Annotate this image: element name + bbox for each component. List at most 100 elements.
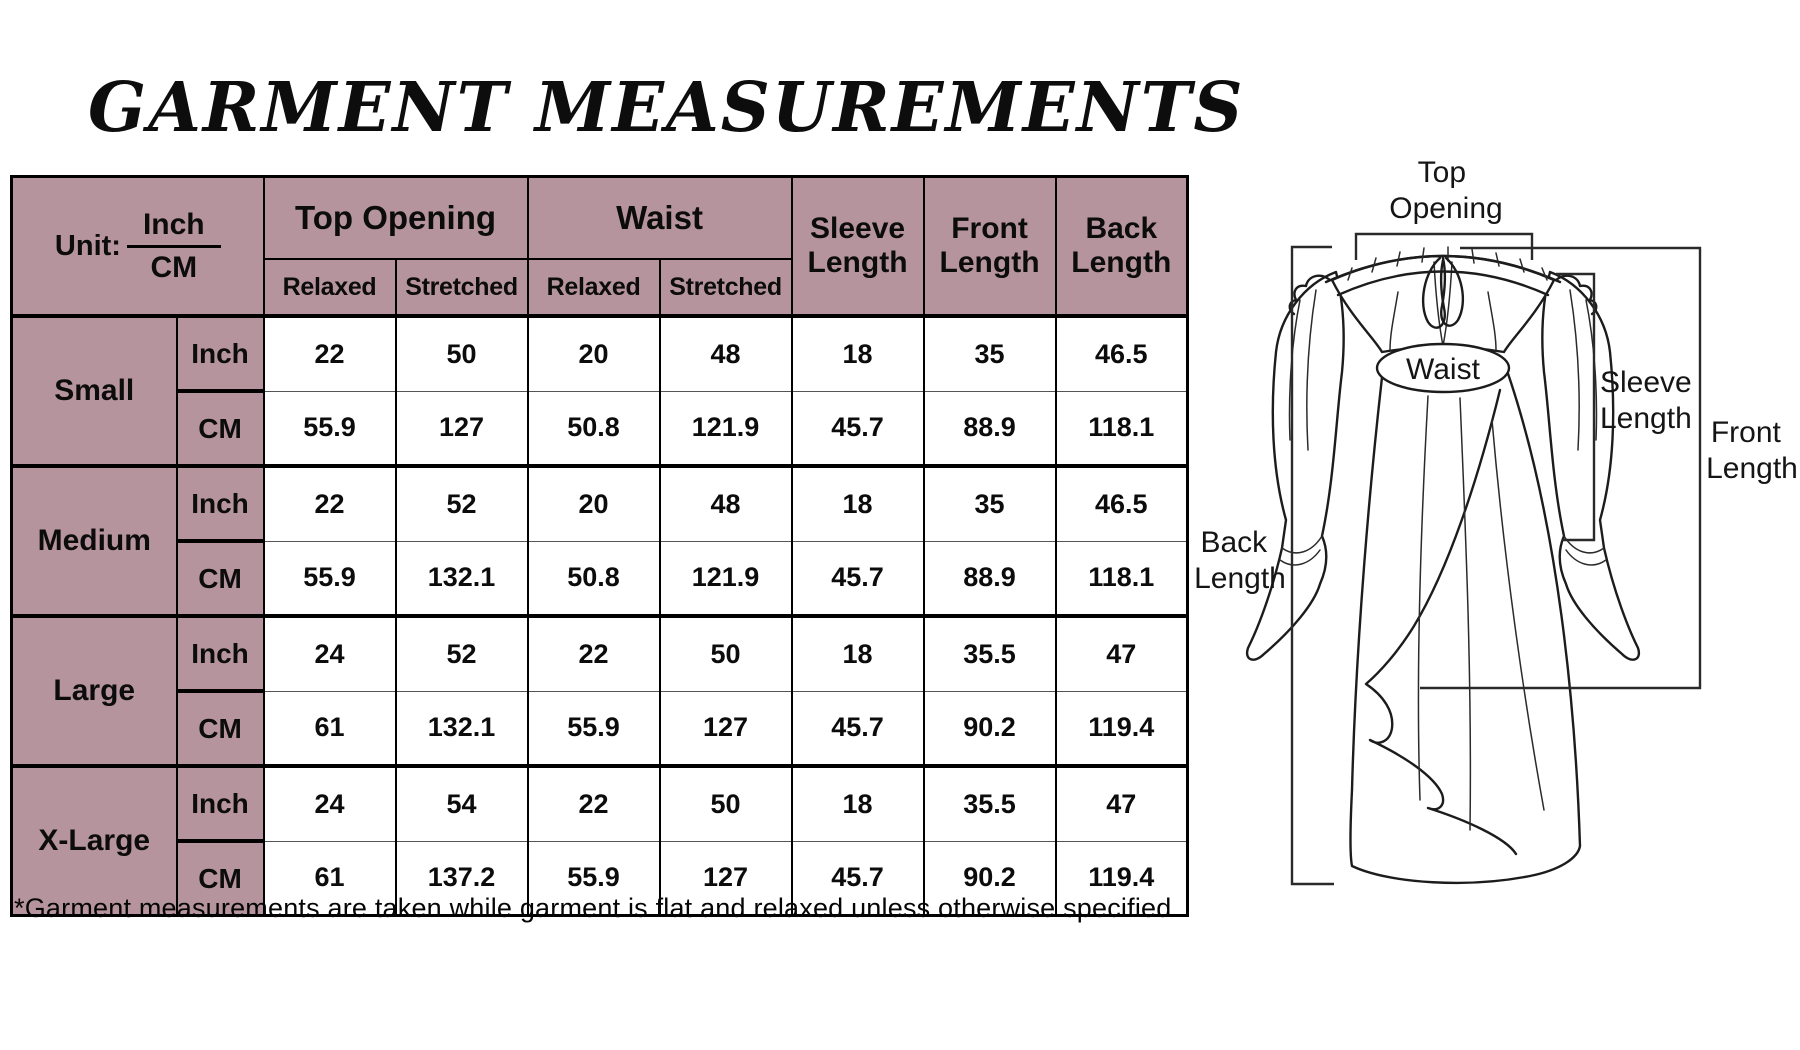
measurement-value: 50 [658, 764, 793, 842]
page-title: GARMENT MEASUREMENTS [88, 68, 1245, 148]
measurement-value: 127 [394, 390, 529, 467]
measurement-value: 35.5 [922, 764, 1057, 842]
header-unit-cell: Unit: Inch CM [10, 175, 265, 317]
table-row: CM 61 137.2 55.9 127 45.7 90.2 119.4 [12, 840, 1189, 917]
size-label-large: Large [10, 614, 178, 767]
dress-skirt-fold [1417, 395, 1429, 801]
table-row: X-Large Inch 24 54 22 50 18 35.5 47 [10, 764, 1189, 917]
measurement-value: 132.1 [394, 690, 529, 767]
measurement-value: 35 [922, 464, 1057, 542]
header-top-opening-relaxed: Relaxed [262, 258, 397, 317]
waist-label: Waist [1406, 353, 1481, 386]
waist-ellipse [1375, 342, 1511, 394]
measurement-value: 24 [262, 764, 397, 842]
measurement-value: 55.9 [262, 540, 397, 617]
dress-tie-right-loop [1440, 256, 1465, 327]
table-row: CM 55.9 127 50.8 121.9 45.7 88.9 118.1 [12, 390, 1189, 467]
unit-cell: Inch [175, 614, 265, 693]
sleeve-length-bracket [1556, 272, 1596, 542]
dress-left-cuff [1281, 535, 1323, 554]
unit-cell: CM [175, 390, 265, 467]
measurement-value: 55.9 [262, 390, 397, 467]
table-row: CM 61 132.1 55.9 127 45.7 90.2 119.4 [12, 690, 1189, 767]
measurement-value: 88.9 [922, 390, 1057, 467]
unit-cell: Inch [175, 464, 265, 543]
unit-option-inch: Inch [126, 208, 221, 248]
measurement-value: 18 [790, 464, 925, 542]
table-row: Large Inch 24 52 22 50 18 35.5 47 [10, 614, 1189, 767]
measurement-value: 18 [790, 764, 925, 842]
measurement-value: 61 [262, 690, 397, 767]
measurement-value: 54 [394, 764, 529, 842]
measurement-value: 35.5 [922, 614, 1057, 692]
measurement-value: 61 [262, 840, 397, 917]
dress-bodice-fold [1487, 291, 1497, 351]
measurement-value: 119.4 [1054, 840, 1189, 917]
table-row: Small Inch 22 50 20 48 18 35 46.5 [10, 314, 1189, 467]
measurement-value: 55.9 [526, 690, 661, 767]
measurement-value: 90.2 [922, 840, 1057, 917]
back-length-bracket [1290, 245, 1334, 886]
measurement-value: 22 [526, 614, 661, 692]
dress-left-sleeve-gather [1306, 289, 1317, 451]
dress-left-shoulder-ruffle [1288, 274, 1332, 316]
unit-cell: Inch [175, 764, 265, 843]
measurement-value: 47 [1054, 614, 1189, 692]
measurement-value: 45.7 [790, 390, 925, 467]
header-waist: Waist [526, 175, 793, 260]
measurement-value: 48 [658, 464, 793, 542]
header-waist-relaxed: Relaxed [526, 258, 661, 317]
measurement-value: 90.2 [922, 690, 1057, 767]
measurement-value: 121.9 [658, 390, 793, 467]
table-row: Medium Inch 22 52 20 48 18 35 46.5 [10, 464, 1189, 617]
measurement-value: 18 [790, 614, 925, 692]
measurement-value: 119.4 [1054, 690, 1189, 767]
header-front-length: Front Length [922, 175, 1057, 317]
dress-keyhole [1433, 261, 1444, 347]
measurement-value: 47 [1054, 764, 1189, 842]
size-label-xlarge: X-Large [10, 764, 178, 917]
measurement-value: 52 [394, 464, 529, 542]
dress-right-sleeve [1541, 270, 1641, 661]
header-top-opening: Top Opening [262, 175, 529, 260]
header-back-length: Back Length [1054, 175, 1189, 317]
dress-diagram: Top Opening Waist Sleeve Length Front Le… [1194, 156, 1798, 886]
measurement-value: 22 [526, 764, 661, 842]
header-sleeve-length: Sleeve Length [790, 175, 925, 317]
measurement-value: 137.2 [394, 840, 529, 917]
measurement-value: 50 [394, 314, 529, 392]
dress-right-sleeve-gather [1569, 289, 1580, 451]
measurement-value: 118.1 [1054, 540, 1189, 617]
unit-cell: CM [175, 840, 265, 917]
dress-wrap-hem [1364, 388, 1518, 856]
measurement-value: 20 [526, 314, 661, 392]
dress-neck-ruffle-outer [1324, 254, 1562, 284]
unit-label: Unit: [54, 229, 121, 262]
front-length-label: Front Length [1706, 416, 1798, 485]
dress-left-sleeve [1245, 270, 1345, 661]
dress-neck-ruffle-inner [1336, 270, 1550, 297]
measurement-value: 45.7 [790, 690, 925, 767]
dress-ruffle-gathers [1347, 246, 1548, 281]
measurement-value: 50.8 [526, 390, 661, 467]
header-top-opening-stretched: Stretched [394, 258, 529, 317]
dress-right-shoulder-ruffle [1554, 274, 1598, 316]
measurement-value: 22 [262, 314, 397, 392]
dress-tie-left-loop [1421, 256, 1446, 329]
measurement-value: 127 [658, 840, 793, 917]
measurement-value: 50.8 [526, 540, 661, 617]
measurement-value: 55.9 [526, 840, 661, 917]
dress-keyhole [1442, 261, 1453, 347]
size-label-small: Small [10, 314, 178, 467]
measurement-value: 46.5 [1054, 314, 1189, 392]
measurement-value: 18 [790, 314, 925, 392]
measurement-value: 118.1 [1054, 390, 1189, 467]
dress-skirt-fold [1459, 397, 1472, 831]
measurement-value: 121.9 [658, 540, 793, 617]
measurement-value: 48 [658, 314, 793, 392]
size-chart-table: Unit: Inch CM Top Opening Waist Sleeve L… [10, 175, 1190, 917]
unit-options: Inch CM [126, 208, 221, 285]
size-label-medium: Medium [10, 464, 178, 617]
unit-cell: Inch [175, 314, 265, 393]
